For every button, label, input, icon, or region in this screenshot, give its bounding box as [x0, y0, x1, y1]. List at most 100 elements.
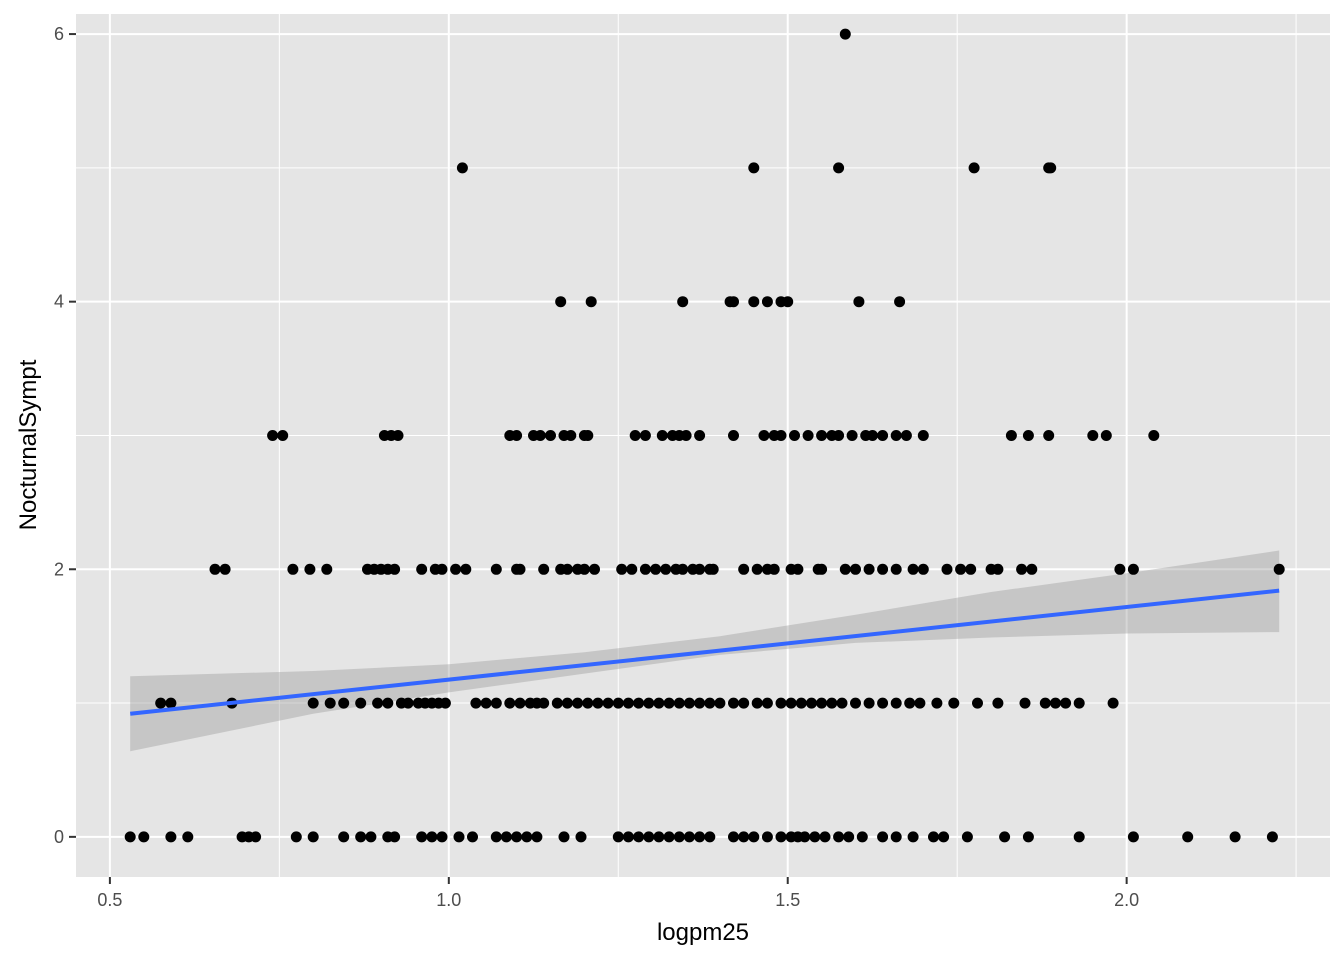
- data-point: [304, 563, 316, 575]
- data-point: [785, 697, 797, 709]
- data-point: [677, 563, 689, 575]
- data-point: [504, 697, 516, 709]
- data-point: [277, 430, 289, 441]
- data-point: [809, 831, 821, 843]
- data-point: [267, 430, 279, 441]
- data-point: [792, 563, 804, 575]
- data-point: [470, 697, 482, 709]
- data-point: [972, 697, 983, 709]
- data-point: [663, 831, 675, 843]
- data-point: [582, 697, 594, 709]
- y-tick-label: 4: [54, 292, 64, 312]
- data-point: [1045, 162, 1057, 174]
- data-point: [1127, 831, 1139, 843]
- data-point: [856, 831, 868, 843]
- data-point: [839, 28, 851, 40]
- data-point: [138, 831, 150, 843]
- data-point: [833, 162, 845, 174]
- data-point: [673, 831, 685, 843]
- data-point: [1060, 697, 1072, 709]
- data-point: [612, 831, 624, 843]
- data-point: [321, 563, 333, 575]
- data-point: [826, 697, 838, 709]
- data-point: [1273, 563, 1285, 575]
- data-point: [582, 430, 594, 441]
- data-point: [389, 831, 401, 843]
- data-point: [799, 831, 811, 843]
- data-point: [629, 430, 641, 441]
- plot-panel: [76, 14, 1330, 877]
- data-point: [653, 697, 665, 709]
- data-point: [290, 831, 302, 843]
- data-point: [182, 831, 194, 843]
- data-point: [453, 831, 465, 843]
- data-point: [561, 697, 573, 709]
- data-point: [863, 697, 875, 709]
- data-point: [633, 831, 645, 843]
- data-point: [382, 697, 394, 709]
- data-point: [890, 697, 902, 709]
- data-point: [209, 563, 221, 575]
- data-point: [622, 697, 634, 709]
- data-point: [521, 831, 533, 843]
- data-point: [155, 697, 167, 709]
- data-point: [853, 296, 865, 308]
- data-point: [833, 430, 845, 441]
- data-point: [694, 563, 706, 575]
- data-point: [694, 697, 706, 709]
- data-point: [941, 563, 953, 575]
- data-point: [748, 296, 760, 308]
- y-axis: 0 2 4 6: [54, 24, 76, 847]
- data-point: [782, 296, 794, 308]
- data-point: [575, 831, 587, 843]
- x-tick-label: 0.5: [97, 890, 122, 910]
- data-point: [561, 563, 573, 575]
- data-point: [917, 563, 929, 575]
- data-point: [694, 831, 706, 843]
- data-point: [748, 162, 760, 174]
- data-point: [806, 697, 817, 709]
- data-point: [514, 697, 526, 709]
- data-point: [1043, 430, 1055, 441]
- data-point: [307, 697, 319, 709]
- data-point: [1022, 430, 1034, 441]
- y-tick-label: 6: [54, 24, 64, 44]
- data-point: [673, 697, 685, 709]
- data-point: [643, 831, 655, 843]
- data-point: [850, 697, 861, 709]
- y-tick-label: 2: [54, 559, 64, 579]
- data-point: [660, 563, 672, 575]
- data-point: [653, 831, 665, 843]
- data-point: [816, 697, 828, 709]
- data-point: [867, 430, 878, 441]
- x-tick-label: 1.5: [775, 890, 800, 910]
- x-tick-label: 2.0: [1114, 890, 1139, 910]
- data-point: [511, 430, 523, 441]
- data-point: [877, 430, 889, 441]
- fit-line-group: [130, 588, 1280, 716]
- data-point: [714, 697, 726, 709]
- data-point: [372, 697, 384, 709]
- data-point: [467, 831, 478, 843]
- data-point: [738, 831, 750, 843]
- data-point: [999, 831, 1011, 843]
- data-point: [904, 697, 916, 709]
- data-point: [572, 697, 584, 709]
- data-point: [877, 697, 889, 709]
- data-point: [545, 430, 556, 441]
- data-point: [795, 697, 807, 709]
- data-point: [1073, 697, 1085, 709]
- data-point: [707, 563, 719, 575]
- data-point: [585, 296, 597, 308]
- data-point: [633, 697, 645, 709]
- data-point: [761, 296, 773, 308]
- data-point: [968, 162, 980, 174]
- data-point: [1114, 563, 1126, 575]
- fit-line: [130, 588, 1280, 716]
- data-point: [761, 697, 773, 709]
- data-point: [514, 563, 526, 575]
- data-point: [402, 697, 414, 709]
- data-point: [802, 430, 814, 441]
- data-point: [917, 430, 929, 441]
- data-points: [124, 28, 1285, 843]
